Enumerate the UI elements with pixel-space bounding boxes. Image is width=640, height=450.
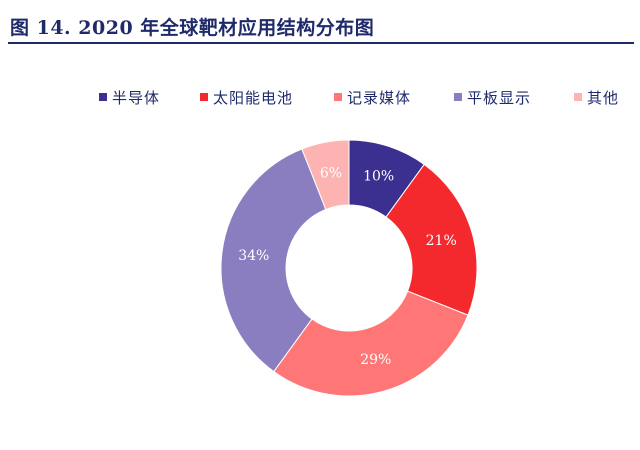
legend-item-other: 其他 xyxy=(574,86,619,108)
legend-swatch-other xyxy=(574,93,582,101)
legend-swatch-solar-cell xyxy=(200,93,208,101)
slice-solar-cell xyxy=(385,163,478,316)
slice-label-recording-media: 29% xyxy=(360,352,391,368)
slice-recording-media xyxy=(273,290,469,397)
slice-other xyxy=(301,139,350,211)
legend-label-semiconductor: 半导体 xyxy=(112,88,161,107)
slice-label-other: 6% xyxy=(320,166,342,182)
slice-flat-panel xyxy=(220,148,327,373)
chart-legend: 半导体 太阳能电池 记录媒体 平板显示 其他 xyxy=(0,86,640,108)
slice-label-solar-cell: 21% xyxy=(426,233,457,249)
legend-swatch-recording-media xyxy=(334,93,342,101)
legend-item-flat-panel: 平板显示 xyxy=(454,86,531,108)
legend-swatch-flat-panel xyxy=(454,93,462,101)
slice-label-semiconductor: 10% xyxy=(363,169,394,185)
legend-item-semiconductor: 半导体 xyxy=(99,86,160,108)
legend-label-flat-panel: 平板显示 xyxy=(467,88,532,107)
legend-swatch-semiconductor xyxy=(99,93,107,101)
figure-title: 图 14. 2020 年全球靶材应用结构分布图 xyxy=(10,17,375,39)
legend-label-solar-cell: 太阳能电池 xyxy=(213,88,294,107)
legend-item-recording-media: 记录媒体 xyxy=(334,86,411,108)
figure-header: 图 14. 2020 年全球靶材应用结构分布图 xyxy=(0,0,640,44)
legend-label-other: 其他 xyxy=(587,88,620,107)
legend-item-solar-cell: 太阳能电池 xyxy=(200,86,293,108)
legend-label-recording-media: 记录媒体 xyxy=(347,88,412,107)
slice-label-flat-panel: 34% xyxy=(238,248,269,264)
title-underline xyxy=(8,42,634,44)
